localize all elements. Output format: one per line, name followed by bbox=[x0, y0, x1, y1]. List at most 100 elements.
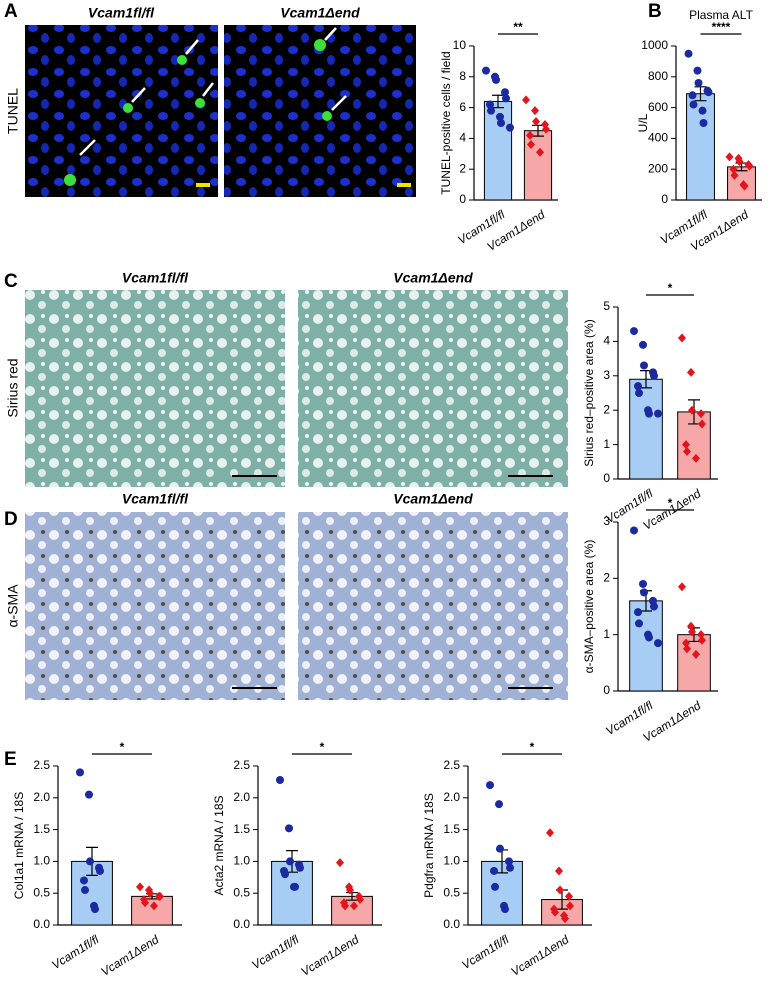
data-point bbox=[635, 389, 643, 397]
y-tick-label: 1.5 bbox=[443, 822, 460, 836]
data-point bbox=[740, 181, 749, 191]
y-tick-label: 1 bbox=[603, 437, 610, 451]
y-tick-label: 1.5 bbox=[233, 822, 250, 836]
data-point bbox=[561, 914, 569, 924]
micrograph bbox=[25, 290, 285, 487]
y-tick-label: 1.5 bbox=[33, 822, 50, 836]
data-point bbox=[532, 116, 540, 126]
panel-label: B bbox=[648, 1, 662, 22]
data-point bbox=[704, 88, 713, 97]
y-tick-label: 0.5 bbox=[233, 885, 250, 899]
data-point bbox=[698, 106, 707, 115]
data-point bbox=[684, 49, 693, 58]
y-tick-label: 800 bbox=[648, 69, 668, 83]
data-point bbox=[692, 453, 700, 463]
image-title: Vcam1Δend bbox=[393, 491, 473, 507]
data-point bbox=[490, 866, 498, 875]
data-point bbox=[495, 800, 503, 809]
y-tick-label: 0.0 bbox=[33, 917, 50, 931]
data-point bbox=[566, 901, 574, 911]
data-point bbox=[506, 863, 514, 872]
y-tick-label: 0.5 bbox=[443, 885, 460, 899]
y-tick-label: 0.0 bbox=[443, 917, 460, 931]
data-point bbox=[630, 327, 638, 336]
error-bar bbox=[346, 891, 358, 901]
data-point bbox=[688, 627, 696, 637]
data-point bbox=[536, 147, 544, 157]
micrograph bbox=[298, 290, 568, 487]
data-point bbox=[346, 885, 354, 895]
y-tick-label: 10 bbox=[453, 38, 467, 52]
data-point bbox=[689, 100, 698, 109]
data-point bbox=[96, 866, 104, 875]
data-point bbox=[486, 100, 494, 109]
data-point bbox=[502, 94, 510, 103]
bar bbox=[523, 130, 553, 201]
data-point bbox=[693, 66, 702, 75]
x-tick-label: Vcam1fl/fl bbox=[249, 932, 301, 972]
image-title: Vcam1Δend bbox=[280, 5, 360, 21]
data-point bbox=[725, 152, 734, 162]
y-axis-label: Acta2 mRNA / 18S bbox=[212, 795, 226, 895]
data-point bbox=[640, 588, 648, 597]
y-tick-label: 2 bbox=[459, 161, 466, 175]
bar bbox=[131, 895, 173, 926]
y-axis-label: α-SMA–positive area (%) bbox=[582, 540, 596, 674]
data-point bbox=[650, 602, 658, 611]
data-point bbox=[482, 66, 490, 75]
y-tick-label: 2.0 bbox=[233, 790, 250, 804]
data-point bbox=[501, 88, 509, 97]
data-point bbox=[136, 882, 144, 892]
data-point bbox=[682, 440, 690, 450]
tunel-signal bbox=[123, 103, 133, 113]
bar bbox=[331, 895, 373, 926]
data-point bbox=[285, 824, 293, 833]
tunel-signal bbox=[177, 55, 187, 65]
y-tick-label: 0 bbox=[661, 192, 668, 206]
data-point bbox=[156, 891, 164, 901]
data-point bbox=[486, 781, 494, 790]
data-point bbox=[276, 775, 284, 784]
image-title: Vcam1fl/fl bbox=[122, 491, 189, 507]
significance-label: * bbox=[668, 496, 673, 510]
data-point bbox=[76, 768, 84, 777]
image-title: Vcam1fl/fl bbox=[122, 270, 189, 286]
micrograph bbox=[298, 512, 568, 700]
data-point bbox=[654, 409, 662, 418]
data-point bbox=[694, 78, 703, 87]
data-point bbox=[501, 905, 509, 914]
data-point bbox=[639, 340, 647, 349]
data-point bbox=[281, 870, 289, 879]
data-point bbox=[730, 170, 739, 180]
y-tick-label: 3 bbox=[603, 514, 610, 528]
data-point bbox=[698, 419, 706, 429]
data-point bbox=[729, 164, 738, 174]
data-point bbox=[291, 882, 299, 891]
panel-label: D bbox=[4, 509, 18, 530]
y-tick-label: 2.5 bbox=[33, 758, 50, 772]
data-point bbox=[141, 898, 149, 908]
bar bbox=[629, 378, 663, 480]
y-tick-label: 1 bbox=[603, 627, 610, 641]
data-point bbox=[688, 405, 696, 415]
data-point bbox=[150, 901, 158, 911]
data-point bbox=[555, 866, 563, 876]
data-point bbox=[697, 409, 705, 419]
data-point bbox=[645, 409, 653, 418]
scale-bar bbox=[397, 183, 411, 187]
data-point bbox=[635, 619, 643, 628]
data-point bbox=[654, 639, 662, 648]
data-point bbox=[336, 858, 344, 868]
panel-label: C bbox=[4, 271, 18, 292]
significance-label: * bbox=[320, 740, 325, 754]
data-point bbox=[682, 638, 690, 648]
y-tick-label: 2.5 bbox=[443, 758, 460, 772]
data-point bbox=[645, 633, 653, 642]
significance-label: * bbox=[530, 740, 535, 754]
y-tick-label: 600 bbox=[648, 100, 668, 114]
y-axis-label: U/L bbox=[636, 113, 650, 132]
error-bar bbox=[694, 86, 707, 102]
y-tick-label: 3 bbox=[603, 368, 610, 382]
y-tick-label: 1.0 bbox=[33, 854, 50, 868]
